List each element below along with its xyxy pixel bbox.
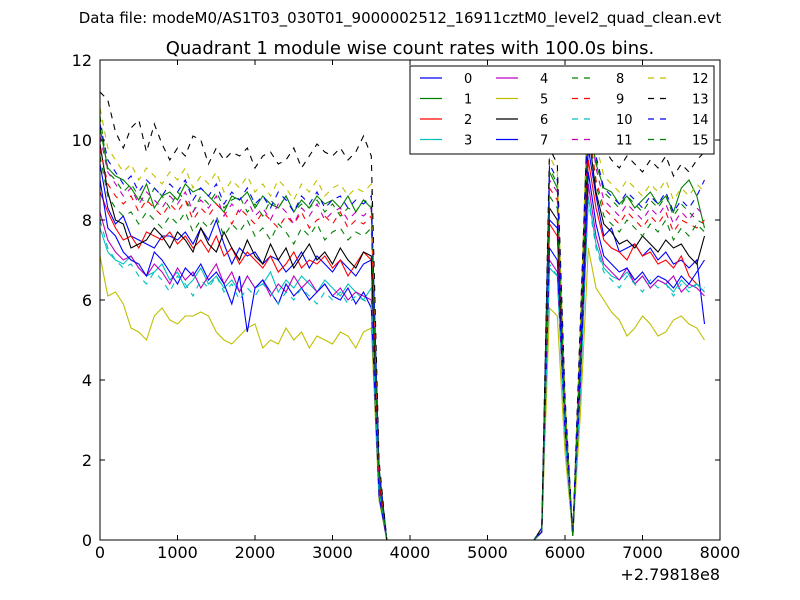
- legend-label: 0: [464, 72, 472, 87]
- legend-label: 10: [616, 113, 633, 128]
- chart-title: Quadrant 1 module wise count rates with …: [166, 38, 655, 59]
- plot-frame: [99, 59, 721, 541]
- x-tick-label: 2000: [235, 543, 276, 562]
- y-tick-label: 6: [82, 291, 92, 310]
- x-tick-label: 0: [95, 543, 105, 562]
- x-axis-offset-label: +2.79818e8: [620, 565, 720, 584]
- legend-label: 6: [540, 113, 548, 128]
- x-tick-label: 8000: [700, 543, 741, 562]
- x-tick-label: 3000: [312, 543, 353, 562]
- data-file-suptitle: Data file: modeM0/AS1T03_030T01_90000025…: [79, 9, 722, 28]
- legend-label: 14: [692, 113, 709, 128]
- legend-label: 12: [692, 72, 709, 87]
- y-tick-label: 10: [72, 131, 92, 150]
- y-tick-label: 2: [82, 451, 92, 470]
- legend-label: 15: [692, 134, 709, 149]
- x-tick-label: 5000: [467, 543, 508, 562]
- legend-label: 9: [616, 93, 624, 108]
- legend-label: 5: [540, 93, 548, 108]
- legend-box: [409, 65, 715, 155]
- y-tick-label: 4: [82, 371, 92, 390]
- x-tick-label: 6000: [545, 543, 586, 562]
- x-tick-label: 7000: [622, 543, 663, 562]
- legend-label: 8: [616, 72, 624, 87]
- tick-layer: 0 1000 2000 3000 4000 5000 6000 7000 80000246810…: [72, 51, 741, 562]
- y-tick-label: 12: [72, 51, 92, 70]
- legend-label: 11: [616, 134, 633, 149]
- x-tick-label: 4000: [390, 543, 431, 562]
- legend-label: 2: [464, 113, 472, 128]
- legend-label: 4: [540, 72, 548, 87]
- legend-label: 1: [464, 93, 472, 108]
- legend-label: 13: [692, 93, 709, 108]
- y-tick-label: 8: [82, 211, 92, 230]
- legend-label: 7: [540, 134, 548, 149]
- x-tick-label: 1000: [157, 543, 198, 562]
- y-tick-label: 0: [82, 531, 92, 550]
- legend-label: 3: [464, 134, 472, 149]
